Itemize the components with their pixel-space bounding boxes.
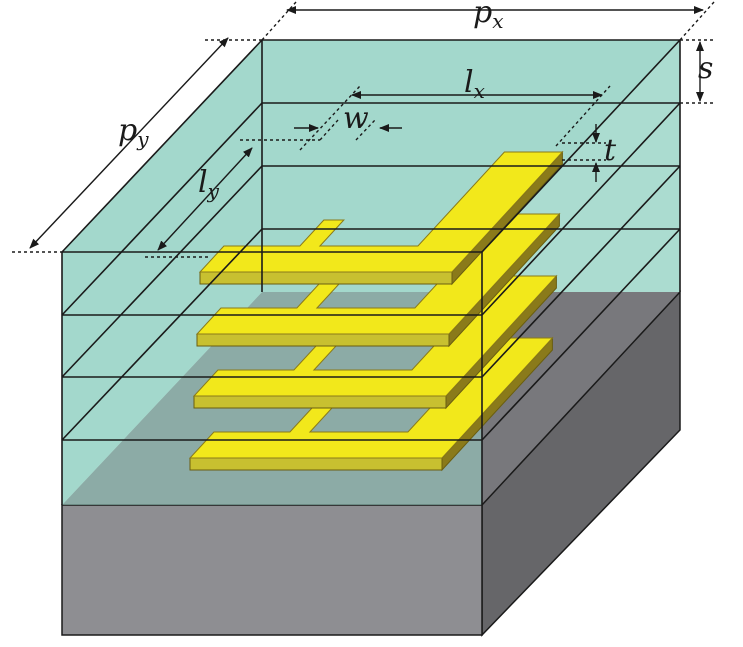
u-resonator (188, 336, 554, 472)
label-ly: ly (198, 165, 220, 203)
label-py: py (118, 113, 149, 151)
py-dimension-line (29, 37, 229, 249)
resonator-top-face (198, 151, 564, 273)
resonator-front-edge (193, 395, 447, 409)
ly-dimension-line (157, 147, 253, 251)
resonator-top-face (195, 213, 561, 335)
u-resonator (192, 274, 558, 410)
u-resonator (198, 150, 564, 286)
label-t: t (604, 133, 617, 168)
resonator-front-edge (199, 271, 453, 285)
label-px: px (473, 0, 504, 33)
resonator-top-face (192, 275, 558, 397)
resonator-front-edge (196, 333, 450, 347)
label-s: s (698, 51, 713, 86)
resonator-stack (188, 150, 564, 472)
resonator-front-edge (189, 457, 443, 471)
label-w: w (343, 101, 369, 136)
resonator-top-face (188, 337, 554, 459)
label-lx: lx (464, 65, 485, 103)
substrate-front-face (61, 504, 483, 636)
u-resonator (195, 212, 561, 348)
dimension-labels: px py lx ly w s t (118, 0, 713, 203)
dimension-annotations (12, 1, 716, 258)
